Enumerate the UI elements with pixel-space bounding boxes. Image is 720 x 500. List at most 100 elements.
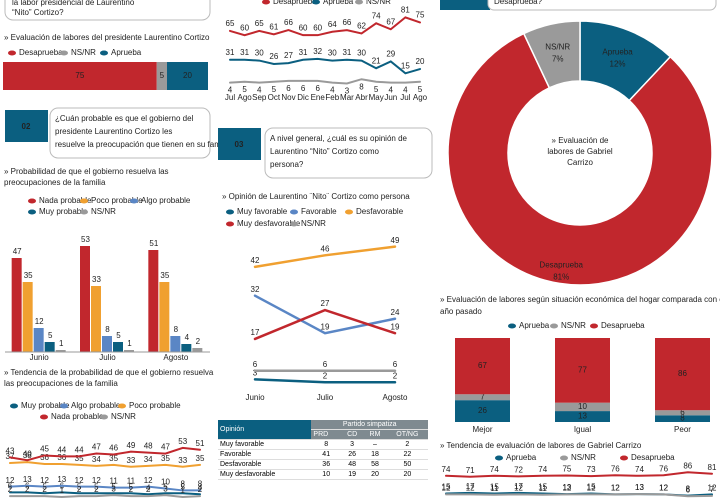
table-cell: 20 — [363, 469, 387, 480]
value-label: 2 — [129, 485, 134, 494]
value-label: 11 — [127, 477, 136, 486]
value-label: 12 — [92, 476, 101, 485]
legend-swatch — [130, 198, 138, 204]
value-label: 38 — [23, 451, 32, 460]
x-tick-label: Ago — [413, 93, 428, 102]
value-label: 6 — [286, 84, 291, 93]
value-label: 74 — [372, 11, 381, 20]
value-label: 12 — [144, 476, 153, 485]
table-cell: 58 — [363, 459, 387, 470]
legend-label: NS/NR — [91, 207, 116, 216]
x-tick-label: Agosto — [163, 353, 188, 362]
section-number: 03 — [235, 140, 244, 149]
value-label: 66 — [342, 18, 351, 27]
value-label: 5 — [418, 85, 423, 94]
value-label: 12 — [562, 484, 571, 493]
legend-label: Desaprueba — [19, 48, 63, 57]
x-tick-label: Jun — [384, 93, 397, 102]
legend-swatch — [262, 0, 270, 5]
value-label: 86 — [683, 461, 692, 470]
table-cell: Muy desfavorable — [218, 469, 312, 480]
bar — [159, 282, 170, 352]
value-label: 21 — [372, 56, 381, 65]
donut-slice — [447, 32, 713, 286]
table-cell: Muy favorable — [218, 439, 312, 450]
table-cell: Partido simpatiza — [311, 420, 428, 430]
value-label: 1 — [60, 486, 65, 495]
value-label: 11 — [539, 484, 548, 493]
question-box — [49, 107, 211, 159]
legend-label: NS/NR — [111, 412, 136, 421]
value-label: 81 — [401, 5, 410, 14]
x-tick-label: May — [369, 93, 384, 102]
value-label: 12 — [442, 484, 451, 493]
value-label: 51 — [196, 439, 205, 448]
legend-label: Muy probable — [39, 207, 88, 216]
legend-label: NS/NR — [571, 453, 596, 462]
table-cell: CD — [341, 429, 364, 440]
value-label: 44 — [57, 446, 66, 455]
legend-label: Nada probable — [39, 196, 92, 205]
legend-label: Muy desfavorable — [237, 219, 301, 228]
value-label: 62 — [357, 22, 366, 31]
bar-segment — [167, 62, 208, 90]
value-label: 15 — [442, 483, 451, 492]
table-cell: 18 — [363, 449, 387, 460]
donut-center-label: labores de Gabriel — [547, 147, 613, 156]
value-label: 36 — [40, 453, 49, 462]
value-label: 15 — [401, 61, 410, 70]
header-text: la labor presidencial de Laurentino — [12, 0, 135, 7]
legend-label: Favorable — [301, 207, 337, 216]
bar — [80, 246, 90, 352]
table-cell: OT/NG — [386, 429, 428, 440]
value-label: 35 — [160, 271, 169, 280]
value-label: 60 — [313, 23, 322, 32]
question-text: A nivel general, ¿cuál es su opinión de — [270, 134, 408, 143]
legend-swatch — [495, 455, 503, 461]
value-label: 19 — [321, 322, 330, 331]
value-label: 35 — [75, 454, 84, 463]
value-label: 75 — [75, 71, 84, 80]
value-label: 53 — [178, 437, 187, 446]
value-label: 6 — [680, 408, 685, 417]
x-tick-label: Abr — [355, 93, 368, 102]
value-label: 3 — [111, 484, 116, 493]
value-label: 35 — [161, 454, 170, 463]
bar — [181, 344, 192, 352]
value-label: 17 — [251, 328, 260, 337]
header-text: “Nito” Cortizo? — [12, 8, 64, 17]
legend-label: Desfavorable — [356, 207, 404, 216]
value-label: 2 — [8, 485, 13, 494]
value-label: 34 — [144, 455, 153, 464]
value-label: 13 — [578, 412, 587, 421]
value-label: 7 — [480, 392, 485, 401]
bar-segment — [655, 415, 710, 422]
value-label: 42 — [251, 256, 260, 265]
value-label: 61 — [269, 22, 278, 31]
table-cell: Favorable — [218, 449, 312, 460]
value-label: 2 — [196, 337, 201, 346]
table-cell: PRD — [311, 429, 341, 440]
value-label: 19 — [391, 322, 400, 331]
value-label: 24 — [391, 308, 400, 317]
value-label: 13 — [57, 475, 66, 484]
line — [229, 16, 421, 37]
x-tick-label: Peor — [674, 425, 691, 434]
value-label: 4 — [257, 86, 262, 95]
value-label: 12 — [466, 484, 475, 493]
value-label: 27 — [284, 51, 293, 60]
x-tick-label: Ene — [311, 93, 326, 102]
value-label: 4 — [228, 86, 233, 95]
value-label: 2 — [25, 485, 30, 494]
value-label: 5 — [160, 71, 165, 80]
value-label: 5 — [374, 85, 379, 94]
x-tick-label: Ago — [237, 93, 252, 102]
bar-segment — [156, 62, 167, 90]
value-label: 35 — [109, 454, 118, 463]
value-label: 43 — [6, 446, 15, 455]
bar — [55, 350, 66, 352]
slice-value: 81% — [553, 273, 569, 282]
table-cell: 50 — [386, 459, 428, 470]
value-label: 12 — [659, 484, 668, 493]
